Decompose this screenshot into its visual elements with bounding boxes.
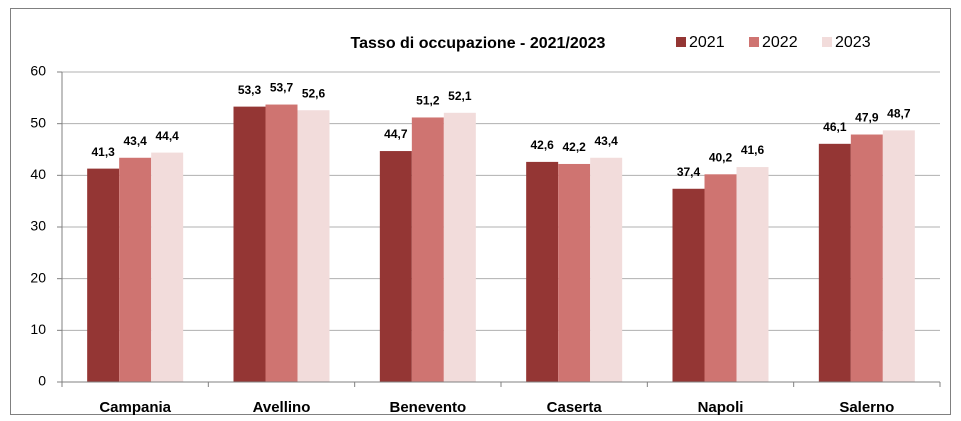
legend-swatch	[749, 37, 759, 47]
bar	[297, 110, 330, 382]
data-label: 43,4	[123, 134, 147, 148]
y-tick-label: 60	[30, 63, 46, 79]
x-tick-label: Campania	[99, 399, 171, 416]
bar	[151, 152, 184, 382]
bar	[526, 161, 559, 382]
data-label: 44,4	[155, 129, 179, 143]
data-label: 41,6	[741, 143, 765, 157]
bar	[411, 117, 444, 382]
bar	[850, 134, 883, 382]
bar	[704, 174, 737, 382]
legend-swatch	[822, 37, 832, 47]
bar	[119, 157, 152, 382]
legend-label: 2023	[835, 34, 871, 51]
data-label: 44,7	[384, 127, 408, 141]
data-label: 42,6	[530, 138, 554, 152]
y-tick-label: 20	[30, 269, 46, 285]
data-label: 43,4	[594, 134, 618, 148]
bar	[818, 143, 851, 382]
data-label: 48,7	[887, 107, 911, 121]
bar	[379, 151, 412, 382]
data-label: 40,2	[709, 150, 733, 164]
bar	[590, 157, 623, 382]
y-tick-label: 40	[30, 166, 46, 182]
x-tick-label: Avellino	[253, 399, 311, 416]
data-label: 47,9	[855, 111, 879, 125]
data-label: 37,4	[677, 165, 701, 179]
bar	[265, 104, 298, 383]
x-tick-label: Napoli	[698, 399, 744, 416]
bar	[233, 106, 266, 382]
data-label: 53,3	[238, 83, 262, 97]
y-tick-label: 50	[30, 114, 46, 130]
x-tick-label: Caserta	[547, 399, 603, 416]
y-tick-label: 30	[30, 218, 46, 234]
bar	[882, 130, 915, 382]
y-tick-label: 10	[30, 321, 46, 337]
bar	[87, 168, 120, 382]
bar	[736, 167, 769, 382]
bar	[672, 188, 705, 382]
legend-swatch	[676, 37, 686, 47]
chart-border	[10, 8, 951, 415]
data-label: 52,1	[448, 89, 472, 103]
legend-label: 2022	[762, 34, 798, 51]
data-label: 46,1	[823, 120, 847, 134]
legend-label: 2021	[689, 34, 725, 51]
data-label: 42,2	[562, 140, 586, 154]
bar	[443, 112, 476, 383]
data-label: 53,7	[270, 81, 294, 95]
x-tick-label: Salerno	[839, 399, 894, 416]
bar	[558, 163, 591, 382]
x-tick-label: Benevento	[389, 399, 466, 416]
data-label: 51,2	[416, 94, 440, 108]
y-tick-label: 0	[38, 373, 46, 389]
data-label: 52,6	[302, 86, 326, 100]
data-label: 41,3	[91, 145, 115, 159]
chart-title: Tasso di occupazione - 2021/2023	[351, 35, 606, 52]
